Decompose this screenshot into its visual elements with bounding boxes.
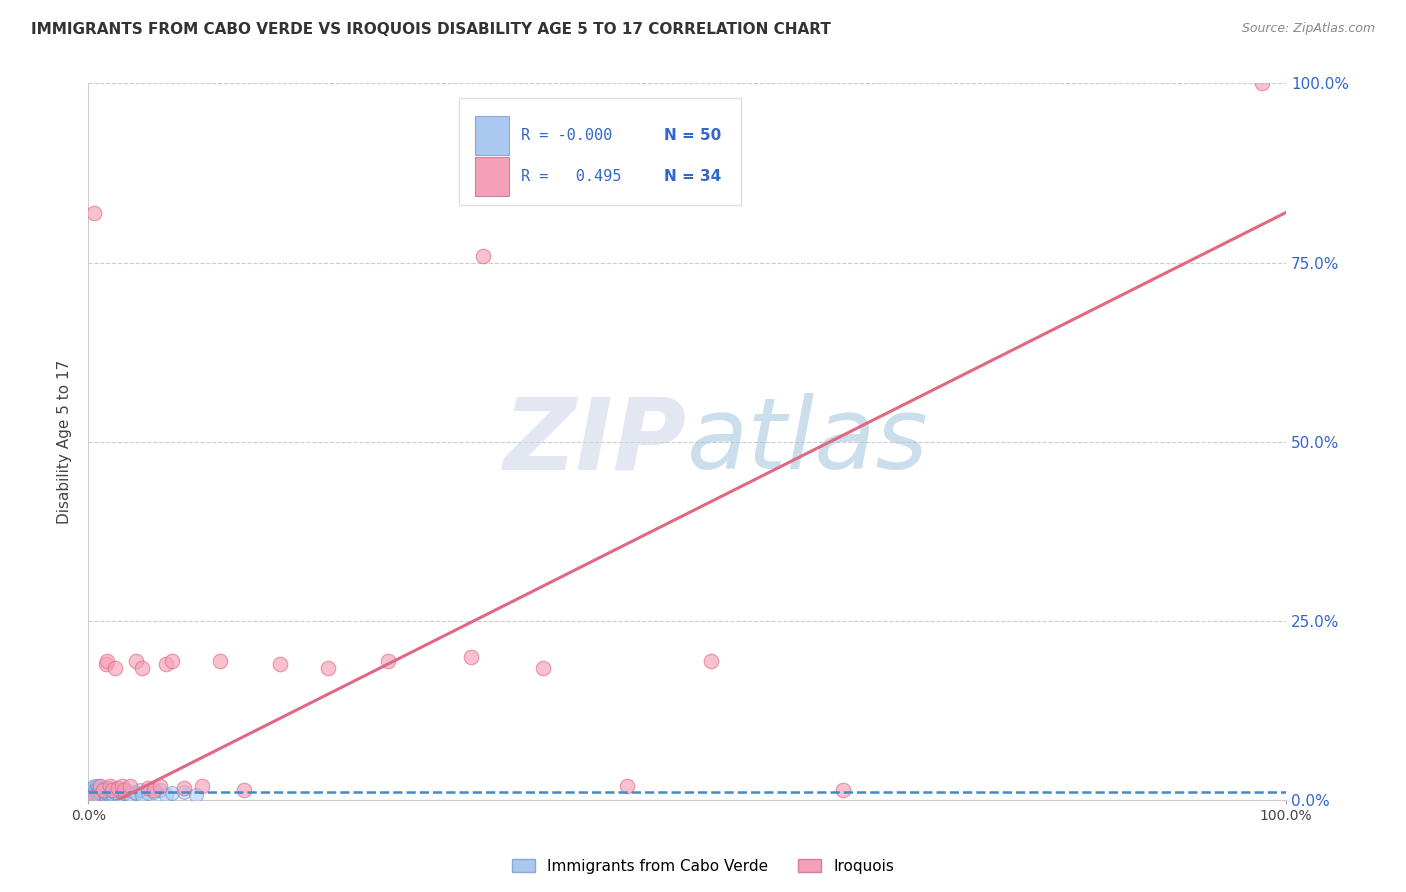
Point <box>143 782 166 797</box>
Point <box>143 785 166 799</box>
Text: IMMIGRANTS FROM CABO VERDE VS IROQUOIS DISABILITY AGE 5 TO 17 CORRELATION CHART: IMMIGRANTS FROM CABO VERDE VS IROQUOIS D… <box>31 22 831 37</box>
Point <box>87 782 110 797</box>
Point <box>531 661 554 675</box>
Point <box>112 782 135 797</box>
Point <box>91 782 114 797</box>
Point <box>125 786 148 800</box>
Point <box>472 248 495 262</box>
Point <box>89 785 111 799</box>
Point <box>149 779 172 793</box>
Point <box>155 788 177 802</box>
Point <box>80 789 103 804</box>
FancyBboxPatch shape <box>475 116 509 155</box>
Point <box>83 779 105 793</box>
Point <box>86 779 108 793</box>
Point <box>1251 77 1274 91</box>
Point <box>103 788 125 802</box>
Point <box>269 657 291 672</box>
Point <box>160 786 183 800</box>
Point <box>87 780 110 795</box>
Point <box>94 786 117 800</box>
Point <box>100 786 122 800</box>
Point <box>125 654 148 668</box>
Point <box>191 779 214 793</box>
Y-axis label: Disability Age 5 to 17: Disability Age 5 to 17 <box>58 359 72 524</box>
Point <box>93 785 115 799</box>
Point <box>86 785 108 799</box>
Point <box>184 788 207 802</box>
Point <box>160 654 183 668</box>
Legend: Immigrants from Cabo Verde, Iroquois: Immigrants from Cabo Verde, Iroquois <box>506 853 900 880</box>
Point <box>155 657 177 672</box>
Point <box>149 782 172 797</box>
Text: ZIP: ZIP <box>505 393 688 491</box>
Text: atlas: atlas <box>688 393 929 491</box>
Point <box>460 650 482 665</box>
Point <box>173 780 195 795</box>
Point <box>101 782 124 797</box>
Point <box>82 782 104 797</box>
Point <box>128 782 150 797</box>
Point <box>84 788 107 802</box>
Point <box>94 788 117 802</box>
FancyBboxPatch shape <box>475 157 509 196</box>
Point <box>87 786 110 800</box>
Point <box>98 788 121 802</box>
Point <box>700 654 723 668</box>
Point <box>107 780 129 795</box>
Point <box>90 786 112 800</box>
Point <box>87 788 110 802</box>
Point <box>105 782 128 797</box>
Point <box>316 661 339 675</box>
Point <box>136 786 159 800</box>
Point <box>80 780 103 795</box>
Text: Source: ZipAtlas.com: Source: ZipAtlas.com <box>1241 22 1375 36</box>
Point <box>616 779 638 793</box>
Point <box>79 785 101 799</box>
Point <box>80 786 103 800</box>
Point <box>82 788 104 802</box>
Point <box>115 782 138 797</box>
Point <box>107 780 129 795</box>
Point <box>108 788 131 802</box>
Text: R =   0.495: R = 0.495 <box>520 169 621 184</box>
Point <box>97 782 120 797</box>
Point <box>131 661 153 675</box>
Point <box>131 788 153 802</box>
Point <box>208 654 231 668</box>
Point <box>103 661 125 675</box>
FancyBboxPatch shape <box>460 98 741 205</box>
Text: R = -0.000: R = -0.000 <box>520 128 612 144</box>
Point <box>101 782 124 797</box>
Point <box>120 779 142 793</box>
Point <box>136 780 159 795</box>
Point <box>96 654 118 668</box>
Point <box>112 786 135 800</box>
Point <box>84 782 107 797</box>
Point <box>98 780 121 795</box>
Text: N = 34: N = 34 <box>664 169 721 184</box>
Point <box>232 782 254 797</box>
Point <box>89 779 111 793</box>
Point <box>120 788 142 802</box>
Point <box>94 657 117 672</box>
Point <box>111 785 134 799</box>
Point <box>173 785 195 799</box>
Point <box>104 786 127 800</box>
Point <box>377 654 399 668</box>
Point <box>111 779 134 793</box>
Point <box>831 782 853 797</box>
Point <box>83 205 105 219</box>
Point <box>91 782 114 797</box>
Point <box>98 779 121 793</box>
Text: N = 50: N = 50 <box>664 128 721 144</box>
Point <box>103 785 125 799</box>
Point <box>96 785 118 799</box>
Point <box>89 779 111 793</box>
Point <box>122 785 145 799</box>
Point <box>83 786 105 800</box>
Point <box>94 780 117 795</box>
